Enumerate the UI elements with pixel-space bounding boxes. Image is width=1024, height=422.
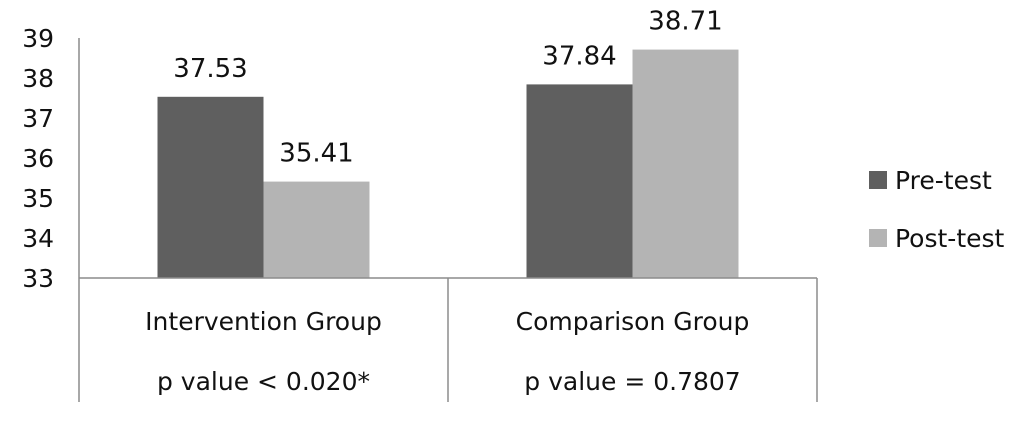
x-axis: Intervention Group p value < 0.020* Compar… (79, 277, 818, 402)
bars: 37.53 35.41 37.84 38.71 (157, 7, 739, 279)
y-tick-label: 35 (22, 184, 54, 213)
category-p-value: p value = 0.7807 (524, 367, 740, 396)
legend-swatch (869, 229, 887, 247)
y-tick-label: 39 (22, 24, 54, 53)
y-tick-label: 38 (22, 64, 54, 93)
bar-post-test-2 (632, 49, 739, 278)
legend-label: Pre-test (895, 166, 992, 195)
legend-label: Post-test (895, 224, 1005, 253)
legend-swatch (869, 171, 887, 189)
category-label: Intervention Group (145, 307, 382, 336)
data-label: 37.53 (173, 54, 247, 84)
data-label: 35.41 (279, 139, 353, 169)
y-tick-label: 33 (22, 264, 54, 293)
bar-pre-test-2 (526, 84, 633, 279)
bar-pre-test-1 (157, 96, 264, 278)
y-tick-label: 37 (22, 104, 54, 133)
legend: Pre-test Post-test (869, 166, 1005, 253)
bar-post-test-1 (263, 181, 370, 278)
y-axis: 33 34 35 36 37 38 39 (22, 24, 80, 402)
y-tick-label: 34 (22, 224, 54, 253)
category-label: Comparison Group (516, 307, 750, 336)
category-p-value: p value < 0.020* (157, 367, 370, 396)
y-tick-label: 36 (22, 144, 54, 173)
data-label: 38.71 (648, 7, 722, 37)
data-label: 37.84 (542, 41, 616, 71)
